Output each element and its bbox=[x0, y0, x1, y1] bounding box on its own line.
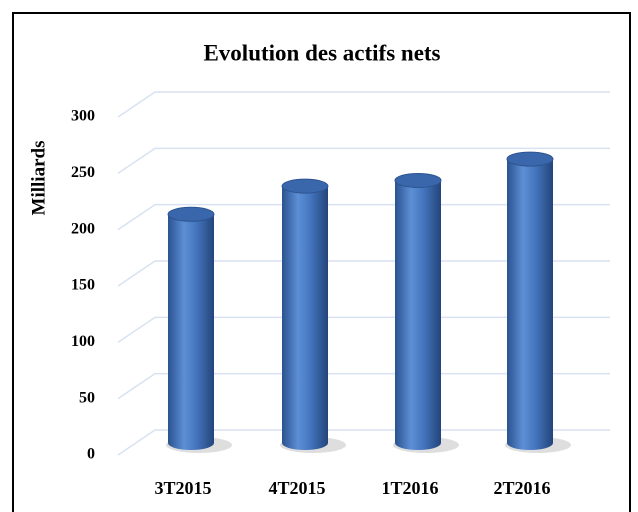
x-tick-label: 2T2016 bbox=[493, 478, 550, 498]
x-tick-label: 3T2015 bbox=[154, 478, 211, 498]
bar-bottom bbox=[395, 436, 441, 450]
bar-top bbox=[394, 172, 442, 188]
y-tick-label: 200 bbox=[71, 220, 95, 237]
y-tick-label: 250 bbox=[71, 164, 95, 181]
bar-top bbox=[506, 151, 554, 167]
grid-line bbox=[117, 91, 610, 118]
y-tick-label: 300 bbox=[71, 108, 95, 125]
y-tick-label: 150 bbox=[71, 277, 95, 294]
bar bbox=[507, 159, 553, 443]
grid-line bbox=[117, 260, 610, 287]
y-tick-label: 50 bbox=[79, 389, 95, 406]
bar bbox=[168, 214, 214, 443]
y-tick-label: 100 bbox=[71, 333, 95, 350]
grid-line bbox=[117, 316, 610, 343]
grid-line bbox=[117, 429, 610, 456]
chart-title: Evolution des actifs nets bbox=[203, 40, 440, 65]
x-tick-label: 1T2016 bbox=[381, 478, 438, 498]
grid-line bbox=[117, 372, 610, 400]
bar-bottom bbox=[507, 436, 553, 450]
y-axis-label: Milliards bbox=[28, 141, 49, 216]
bar bbox=[395, 180, 441, 443]
bar-bottom bbox=[168, 436, 214, 450]
y-tick-label: 0 bbox=[87, 446, 95, 463]
bar-top bbox=[281, 178, 329, 194]
bar bbox=[282, 186, 328, 443]
grid-line bbox=[117, 203, 610, 231]
bar-bottom bbox=[282, 436, 328, 450]
bar-top bbox=[167, 206, 215, 222]
frame bbox=[12, 12, 631, 512]
x-tick-label: 4T2015 bbox=[268, 478, 325, 498]
grid-line bbox=[117, 147, 610, 174]
